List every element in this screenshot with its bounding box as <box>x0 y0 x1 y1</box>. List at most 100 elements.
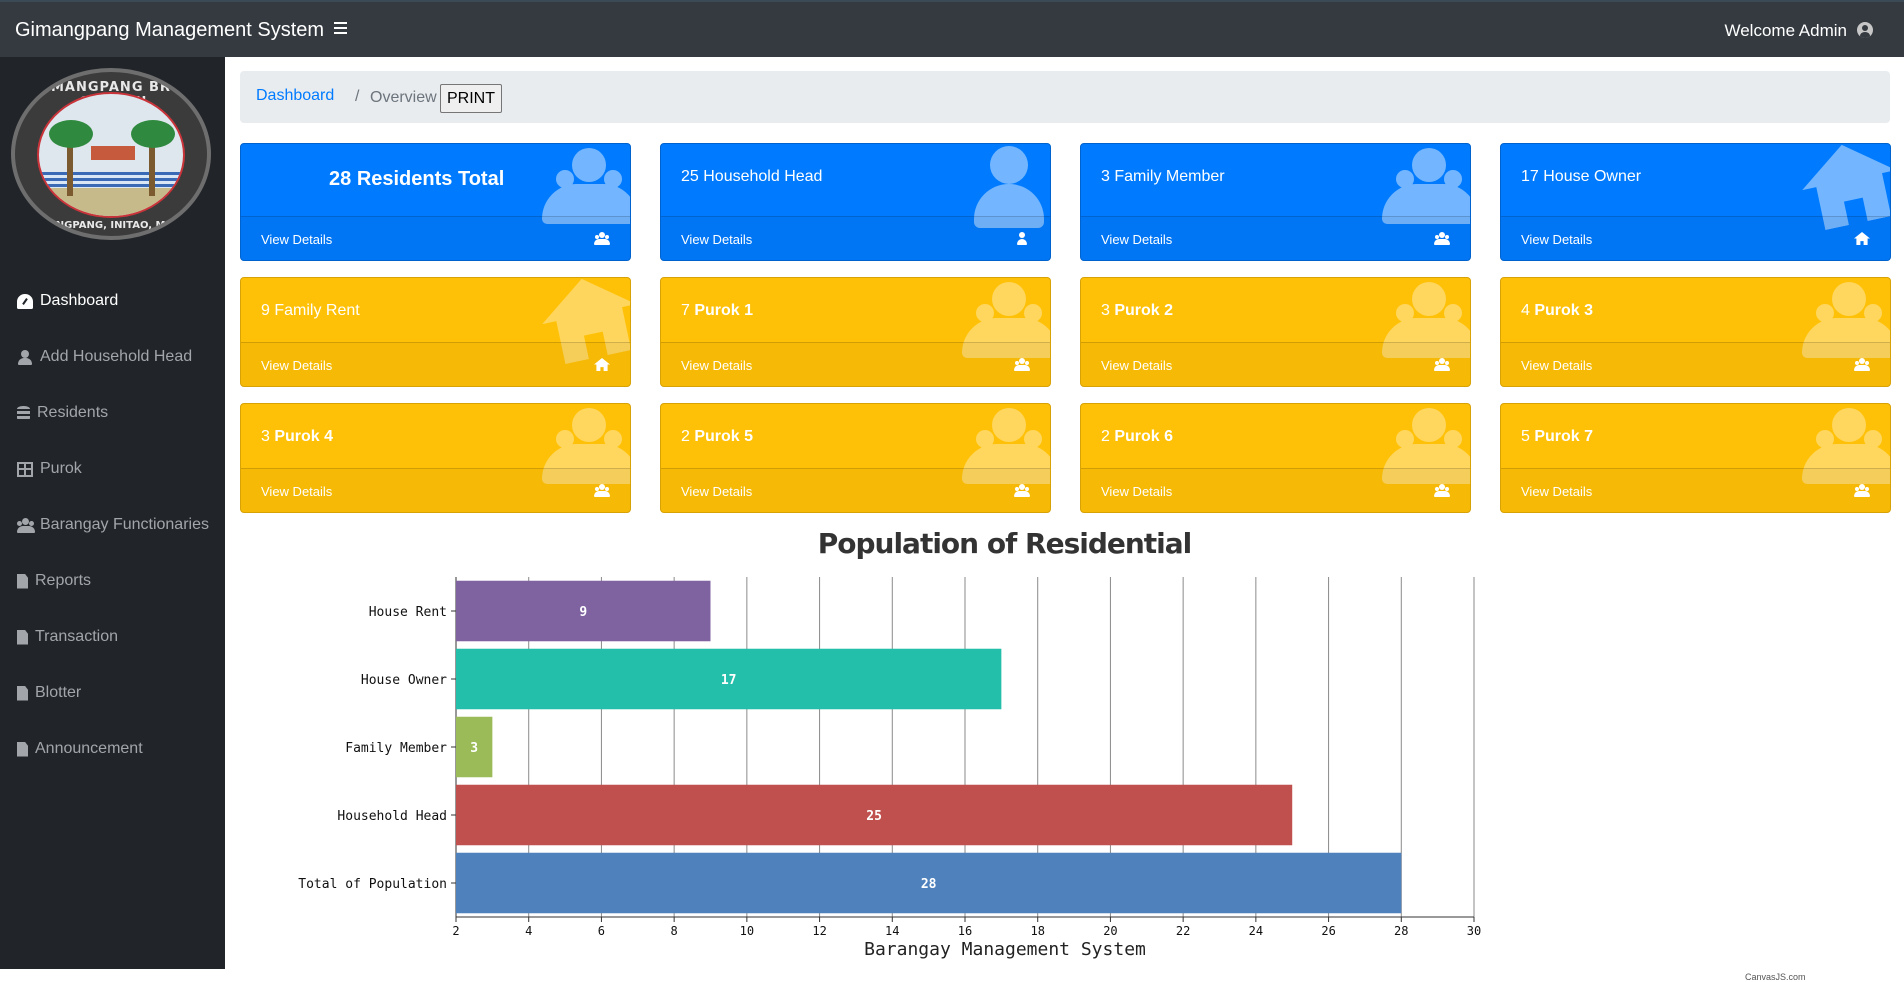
users-icon <box>1434 232 1450 245</box>
card-footer[interactable]: View Details <box>1081 468 1470 512</box>
card-title: 9 Family Rent <box>261 302 360 319</box>
sidebar-item-transaction[interactable]: Transaction <box>0 609 225 665</box>
card-residents-total: 28 Residents Total View Details <box>240 143 631 261</box>
users-icon <box>1382 278 1470 358</box>
sidebar-item-barangay-functionaries[interactable]: Barangay Functionaries <box>0 497 225 553</box>
sidebar-item-residents[interactable]: Residents <box>0 385 225 441</box>
file-icon <box>17 573 28 589</box>
users-icon <box>1854 484 1870 497</box>
sidebar-item-purok[interactable]: Purok <box>0 441 225 497</box>
x-tick-label: 26 <box>1321 924 1335 938</box>
view-details-link[interactable]: View Details <box>681 232 753 247</box>
card-title: 17 House Owner <box>1521 168 1642 185</box>
view-details-link[interactable]: View Details <box>261 484 333 499</box>
home-icon <box>594 358 610 371</box>
app-brand[interactable]: Gimangpang Management System <box>15 19 325 41</box>
x-tick-label: 2 <box>452 924 459 938</box>
sidebar-item-label: Barangay Functionaries <box>40 516 209 533</box>
sidebar-item-label: Residents <box>37 404 109 421</box>
card-footer[interactable]: View Details <box>1081 342 1470 386</box>
users-icon <box>542 404 630 484</box>
top-navbar: Gimangpang Management System Welcome Adm… <box>0 0 1904 57</box>
card-title: 7 Purok 1 <box>681 302 754 319</box>
sidebar-item-label: Announcement <box>35 740 143 757</box>
users-icon <box>17 517 35 533</box>
card-footer[interactable]: View Details <box>661 216 1050 260</box>
card-footer[interactable]: View Details <box>241 468 630 512</box>
x-tick-label: 12 <box>812 924 826 938</box>
x-tick-label: 8 <box>671 924 678 938</box>
breadcrumb-separator: / <box>355 88 360 105</box>
sidebar-nav: Dashboard Add Household Head Residents P… <box>0 273 225 777</box>
card-family-member: 3 Family Member View Details <box>1080 143 1471 261</box>
card-purok-6: 2 Purok 6 View Details <box>1080 403 1471 513</box>
card-title: 2 Purok 5 <box>681 428 754 445</box>
card-purok-3: 4 Purok 3 View Details <box>1500 277 1891 387</box>
print-button[interactable]: PRINT <box>440 84 502 113</box>
card-footer[interactable]: View Details <box>241 216 630 260</box>
view-details-link[interactable]: View Details <box>1101 484 1173 499</box>
bar-value-label: 25 <box>866 809 882 824</box>
sidebar-item-blotter[interactable]: Blotter <box>0 665 225 721</box>
card-purok-4: 3 Purok 4 View Details <box>240 403 631 513</box>
table-icon <box>17 461 33 477</box>
bar <box>456 648 1002 710</box>
sidebar-item-reports[interactable]: Reports <box>0 553 225 609</box>
user-icon <box>1014 232 1030 245</box>
sidebar-item-label: Add Household Head <box>40 348 193 365</box>
x-tick-label: 20 <box>1103 924 1117 938</box>
bar <box>456 716 493 778</box>
view-details-link[interactable]: View Details <box>261 232 333 247</box>
bar-value-label: 28 <box>921 877 937 892</box>
card-house-owner: 17 House Owner View Details <box>1500 143 1891 261</box>
user-icon <box>17 349 33 365</box>
card-footer[interactable]: View Details <box>241 342 630 386</box>
seal-emblem <box>37 92 185 218</box>
sidebar-item-add-household-head[interactable]: Add Household Head <box>0 329 225 385</box>
card-purok-5: 2 Purok 5 View Details <box>660 403 1051 513</box>
user-circle-icon[interactable] <box>1857 22 1873 38</box>
card-title: 3 Purok 4 <box>261 428 334 445</box>
bar-value-label: 3 <box>470 741 478 756</box>
users-icon <box>1434 358 1450 371</box>
bar <box>456 580 711 642</box>
view-details-link[interactable]: View Details <box>1101 358 1173 373</box>
view-details-link[interactable]: View Details <box>1101 232 1173 247</box>
bar-value-label: 9 <box>579 605 587 620</box>
view-details-link[interactable]: View Details <box>1521 358 1593 373</box>
card-purok-1: 7 Purok 1 View Details <box>660 277 1051 387</box>
view-details-link[interactable]: View Details <box>1521 232 1593 247</box>
sidebar-item-label: Blotter <box>35 684 82 701</box>
sidebar: GIMANGPANG BRGY. COUNCIL GIMANGPANG, INI… <box>0 57 225 969</box>
menu-toggle-icon[interactable] <box>334 22 347 34</box>
card-household-head: 25 Household Head View Details <box>660 143 1051 261</box>
breadcrumb-dashboard-link[interactable]: Dashboard <box>256 87 335 104</box>
card-footer[interactable]: View Details <box>661 468 1050 512</box>
view-details-link[interactable]: View Details <box>681 358 753 373</box>
x-tick-label: 16 <box>958 924 972 938</box>
sidebar-item-announcement[interactable]: Announcement <box>0 721 225 777</box>
card-footer[interactable]: View Details <box>1501 342 1890 386</box>
chart-credit[interactable]: CanvasJS.com <box>1745 972 1806 982</box>
card-footer[interactable]: View Details <box>1081 216 1470 260</box>
welcome-text[interactable]: Welcome Admin <box>1724 21 1847 40</box>
x-tick-label: 6 <box>598 924 605 938</box>
category-label: Household Head <box>337 809 447 824</box>
card-footer[interactable]: View Details <box>1501 468 1890 512</box>
view-details-link[interactable]: View Details <box>681 484 753 499</box>
view-details-link[interactable]: View Details <box>1521 484 1593 499</box>
card-footer[interactable]: View Details <box>661 342 1050 386</box>
sidebar-item-dashboard[interactable]: Dashboard <box>0 273 225 329</box>
users-icon <box>1014 484 1030 497</box>
file-icon <box>17 629 28 645</box>
users-icon <box>1382 144 1470 224</box>
x-axis-title: Barangay Management System <box>864 939 1146 960</box>
card-footer[interactable]: View Details <box>1501 216 1890 260</box>
card-title: 3 Family Member <box>1101 168 1225 185</box>
view-details-link[interactable]: View Details <box>261 358 333 373</box>
users-icon <box>1802 278 1890 358</box>
x-tick-label: 18 <box>1030 924 1044 938</box>
card-title: 5 Purok 7 <box>1521 428 1594 445</box>
card-title: 4 Purok 3 <box>1521 302 1594 319</box>
